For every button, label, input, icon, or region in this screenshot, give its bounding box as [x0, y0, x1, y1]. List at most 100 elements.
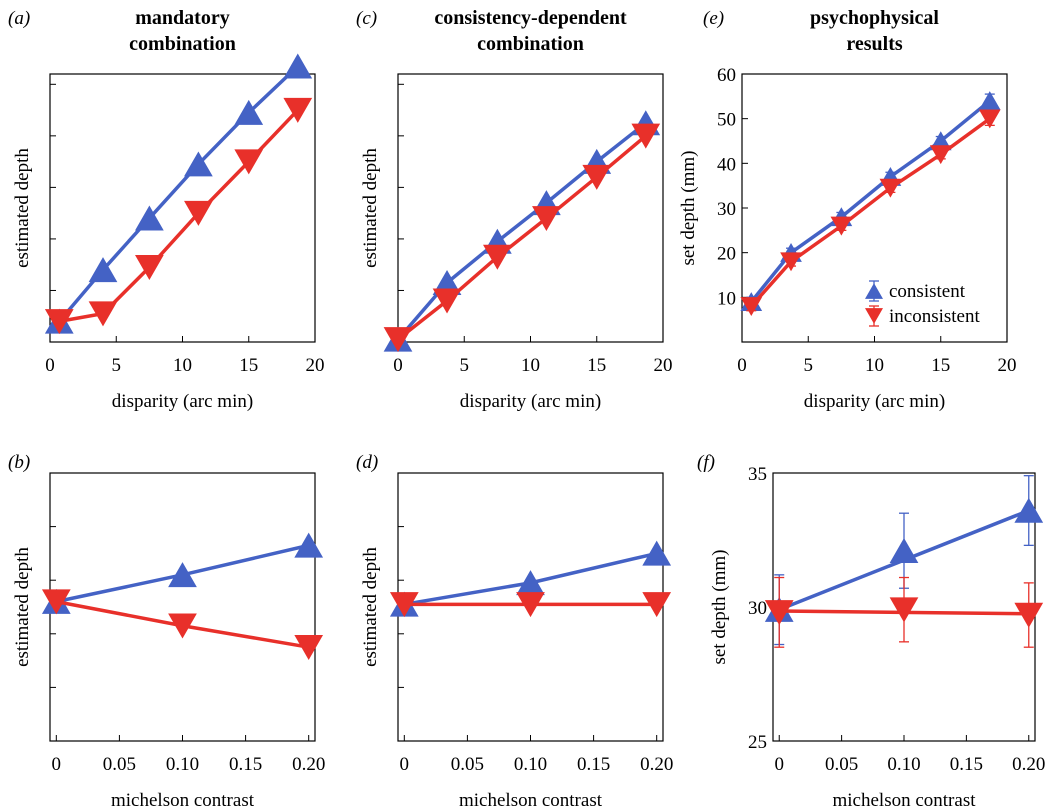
x-tick-label: 5: [112, 355, 122, 376]
data-point-inconsistent: [631, 123, 661, 149]
data-point-inconsistent: [929, 145, 952, 165]
y-tick-label: 35: [748, 464, 767, 485]
panel-letter: (f): [697, 452, 715, 473]
x-tick-label: 0.05: [103, 754, 136, 775]
y-tick-label: 30: [748, 598, 767, 619]
x-tick-label: 20: [654, 355, 673, 376]
data-point-consistent: [1014, 497, 1044, 523]
chart-title: results: [846, 33, 903, 55]
y-tick-label: 60: [717, 65, 736, 86]
x-axis-label: disparity (arc min): [112, 391, 253, 412]
plot-frame: [741, 73, 1008, 343]
data-point-consistent: [642, 540, 672, 566]
x-tick-label: 0.10: [887, 754, 920, 775]
legend-marker-consistent: [865, 283, 883, 299]
y-axis-label: set depth (mm): [709, 549, 730, 664]
x-tick-label: 0.05: [451, 754, 484, 775]
data-point-consistent: [168, 562, 197, 588]
data-point-inconsistent: [88, 301, 118, 327]
data-point-inconsistent: [879, 178, 902, 198]
x-tick-label: 0: [52, 754, 62, 775]
data-point-inconsistent: [642, 592, 672, 618]
panel-letter: (d): [356, 452, 378, 473]
data-point-consistent: [234, 99, 264, 125]
chart-title: combination: [477, 33, 584, 55]
series-line-inconsistent: [749, 117, 991, 308]
x-tick-label: 0.10: [166, 754, 199, 775]
x-axis-label: michelson contrast: [833, 790, 977, 809]
x-tick-label: 0: [737, 355, 747, 376]
series-inconsistent: [383, 123, 661, 353]
data-point-consistent: [978, 91, 1001, 110]
data-point-consistent: [135, 205, 164, 231]
legend-item-consistent: consistent: [865, 280, 966, 302]
chart-title: consistency-dependent: [434, 7, 627, 29]
x-tick-label: 0: [774, 754, 784, 775]
chart-title: combination: [129, 33, 236, 55]
x-tick-label: 5: [460, 355, 470, 376]
x-tick-label: 0.20: [292, 754, 325, 775]
x-tick-label: 0: [45, 355, 55, 376]
data-point-consistent: [889, 537, 919, 563]
chart-panel: (d) 0 0.05 0.10 0.15 0.20 michelson contrast es…: [356, 452, 673, 809]
data-point-inconsistent: [978, 109, 1001, 129]
data-point-consistent: [88, 257, 118, 283]
y-axis-label: estimated depth: [12, 547, 33, 667]
y-tick-label: 25: [748, 732, 767, 753]
panel-letter: (c): [356, 8, 377, 29]
data-point-inconsistent: [516, 592, 545, 618]
series-consistent: [44, 53, 313, 334]
data-point-consistent: [283, 53, 313, 79]
x-tick-label: 0: [400, 754, 410, 775]
data-point-inconsistent: [740, 297, 763, 316]
series-line-inconsistent: [58, 108, 300, 324]
y-tick-label: 10: [717, 288, 736, 309]
legend-item-inconsistent: inconsistent: [865, 305, 980, 327]
y-axis-label: set depth (mm): [678, 150, 699, 265]
y-tick-label: 20: [717, 244, 736, 265]
data-point-consistent: [294, 532, 324, 558]
y-axis-label: estimated depth: [12, 148, 33, 268]
legend-label-inconsistent: inconsistent: [889, 306, 980, 327]
y-axis-label: estimated depth: [360, 547, 381, 667]
data-point-inconsistent: [44, 309, 74, 335]
x-tick-label: 0.15: [577, 754, 610, 775]
x-axis-label: disparity (arc min): [460, 391, 601, 412]
series-line-consistent: [57, 64, 299, 323]
data-point-inconsistent: [168, 613, 197, 639]
data-point-inconsistent: [294, 634, 324, 660]
x-axis-label: michelson contrast: [111, 790, 255, 809]
x-tick-label: 20: [998, 355, 1017, 376]
plot-frame: [397, 73, 664, 343]
x-tick-label: 0.05: [825, 754, 858, 775]
data-point-inconsistent: [830, 216, 853, 236]
data-point-inconsistent: [432, 288, 462, 314]
series-inconsistent: [389, 592, 672, 618]
data-point-consistent: [184, 151, 213, 177]
x-tick-label: 0: [393, 355, 403, 376]
data-point-inconsistent: [582, 164, 612, 190]
panel-letter: (b): [8, 452, 30, 473]
legend-marker-inconsistent: [865, 308, 883, 324]
x-tick-label: 5: [804, 355, 814, 376]
data-point-inconsistent: [41, 589, 71, 615]
data-point-inconsistent: [383, 327, 413, 353]
data-point-inconsistent: [764, 600, 794, 626]
chart-panel: (e) psychophysical results 0 5 10 15 20 10 20 30 40…: [678, 7, 1017, 412]
x-tick-label: 15: [931, 355, 950, 376]
x-tick-label: 10: [173, 355, 192, 376]
series-consistent: [41, 532, 324, 614]
panel-letter: (e): [703, 8, 724, 29]
chart-panel: (b) 0 0.05 0.10 0.15 0.20 michelson contrast es…: [8, 452, 325, 809]
x-tick-label: 10: [521, 355, 540, 376]
chart-panel: (f) 0 0.05 0.10 0.15 0.20 25 30 35 michelson cont…: [697, 452, 1045, 809]
x-tick-label: 0.10: [514, 754, 547, 775]
x-tick-label: 0.15: [229, 754, 262, 775]
x-axis-label: disparity (arc min): [804, 391, 945, 412]
x-axis-label: michelson contrast: [459, 790, 603, 809]
panel-letter: (a): [8, 8, 30, 29]
series-inconsistent: [44, 97, 313, 335]
chart-title: mandatory: [135, 7, 229, 29]
y-tick-label: 30: [717, 199, 736, 220]
x-tick-label: 0.20: [1012, 754, 1045, 775]
